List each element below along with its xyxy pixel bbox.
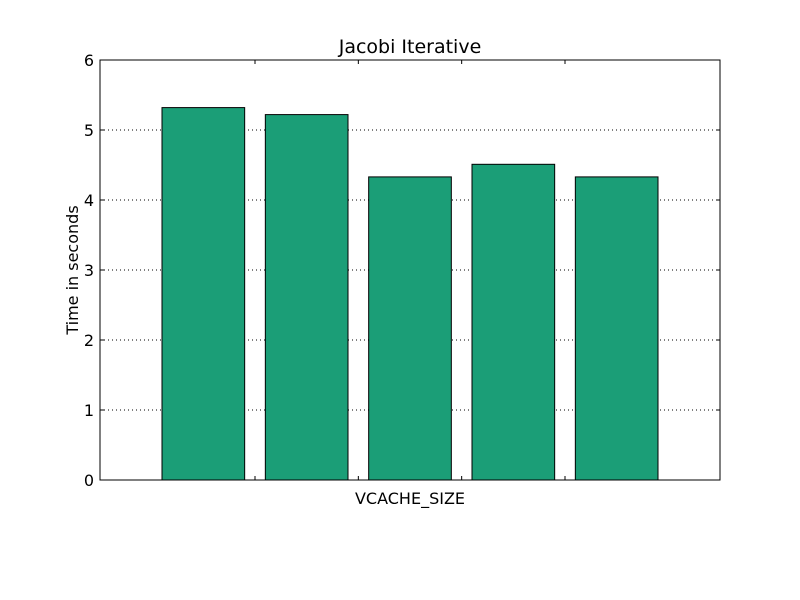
y-tick-label: 0 <box>84 471 94 490</box>
y-tick-label: 1 <box>84 401 94 420</box>
y-tick-label: 3 <box>84 261 94 280</box>
bar <box>368 176 452 481</box>
ticks-layer: 0 1 2 3 4 5 6 <box>84 51 720 490</box>
bars-layer <box>161 107 659 481</box>
y-tick-label: 6 <box>84 51 94 70</box>
y-tick-label: 4 <box>84 191 94 210</box>
chart-title: Jacobi Iterative <box>338 36 482 58</box>
x-axis-label: VCACHE_SIZE <box>355 489 465 509</box>
bar <box>264 114 349 481</box>
y-tick-label: 2 <box>84 331 94 350</box>
bar <box>471 163 556 481</box>
y-tick-label: 5 <box>84 121 94 140</box>
y-axis-label: Time in seconds <box>63 205 82 335</box>
bar <box>161 107 246 481</box>
bar <box>574 176 659 481</box>
